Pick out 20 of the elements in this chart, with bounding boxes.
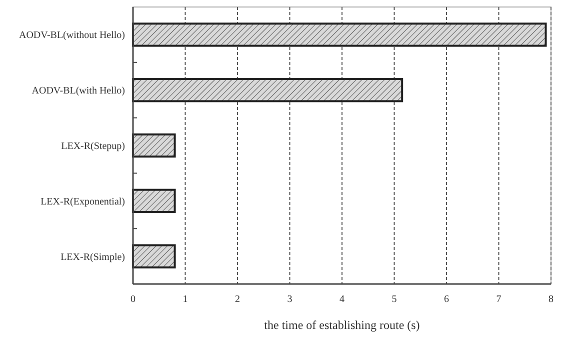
x-tick-label: 0 <box>130 294 136 305</box>
bar <box>132 78 404 102</box>
x-axis-title: the time of establishing route (s) <box>264 318 420 332</box>
y-tick-label: AODV-BL(with Hello) <box>32 86 125 97</box>
bar <box>132 22 547 47</box>
bar <box>132 133 176 158</box>
x-tick-label: 3 <box>287 294 292 305</box>
bar <box>132 188 176 213</box>
x-tick-label: 2 <box>235 294 240 305</box>
x-tick-label: 7 <box>496 294 502 305</box>
x-tick-label: 6 <box>444 294 449 305</box>
bar <box>132 244 176 268</box>
x-tick-label: 1 <box>182 294 188 305</box>
x-tick-label: 4 <box>340 294 344 305</box>
y-tick-label: LEX-R(Simple) <box>60 252 125 263</box>
y-tick-label: AODV-BL(without Hello) <box>18 30 125 42</box>
x-tick-label: 5 <box>392 294 397 305</box>
y-tick-label: LEX-R(Exponential) <box>40 196 125 208</box>
y-tick-label: LEX-R(Stepup) <box>61 141 125 152</box>
x-tick-label: 8 <box>548 294 554 305</box>
